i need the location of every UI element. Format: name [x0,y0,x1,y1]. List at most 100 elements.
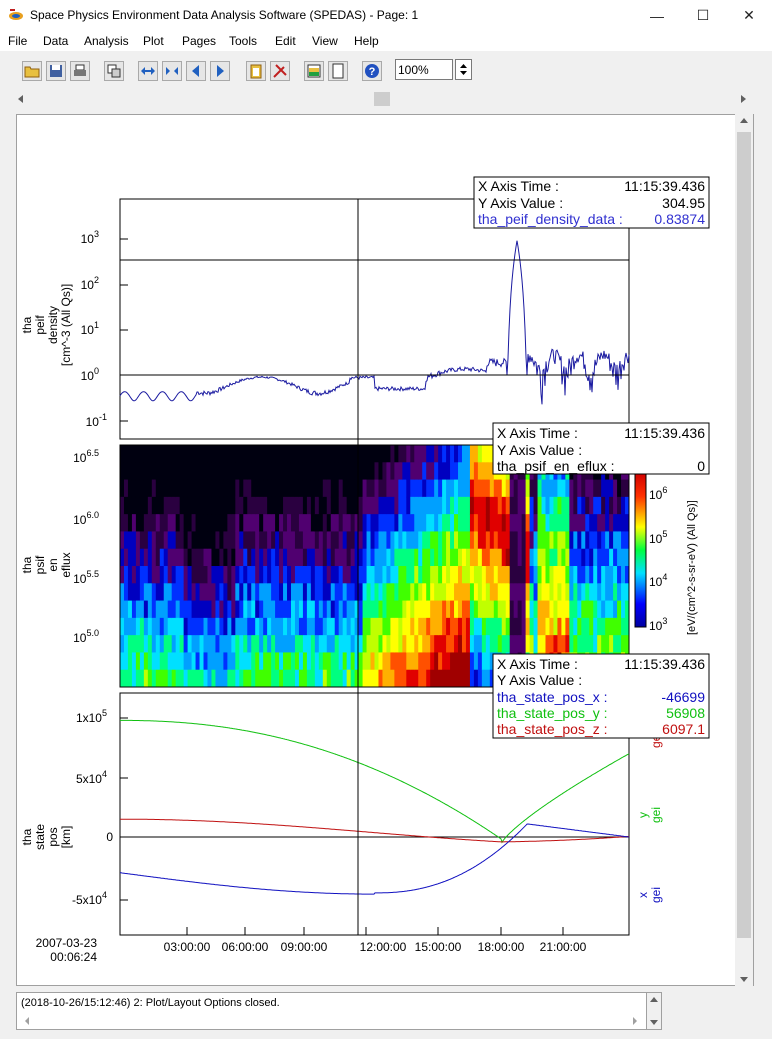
svg-text:?: ? [369,66,376,78]
save-icon [50,65,62,77]
status-console: (2018-10-26/15:12:46) 2: Plot/Layout Opt… [16,992,662,1030]
expand-both-icon [141,67,155,75]
zoom-input[interactable] [395,59,453,80]
page-button[interactable] [328,61,348,81]
panel3-ytick-label: -5x104 [72,890,107,907]
scroll-up-icon[interactable] [740,118,748,123]
svg-text:0: 0 [697,458,705,474]
svg-text:[km]: [km] [59,826,73,849]
forward-button[interactable] [210,61,230,81]
density-series-line [119,240,630,405]
svg-text:y: y [636,812,650,818]
horizontal-scrollbar[interactable] [14,90,754,108]
start-time-label: 00:06:24 [50,950,97,964]
panel3-ticks [120,717,128,901]
arrow-right-icon [217,65,224,77]
menu-tools[interactable]: Tools [229,34,258,48]
open-folder-icon [24,66,40,78]
svg-text:gei: gei [649,887,663,903]
close-icon: ✕ [743,7,755,23]
svg-text:tha: tha [20,828,34,845]
maximize-button[interactable]: ☐ [680,0,726,31]
xtick-label: 06:00:00 [222,940,269,954]
tools-button[interactable] [270,61,290,81]
close-button[interactable]: ✕ [726,0,772,31]
menu-view[interactable]: View [312,34,338,48]
compress-button[interactable] [162,61,182,81]
compress-both-icon [166,67,178,75]
save-button[interactable] [46,61,66,81]
spin-arrows-icon [460,64,467,75]
pos-x-label: x gei [636,887,663,903]
pos-y-label: y gei [636,807,663,823]
pos-z-series-line [119,818,630,843]
plot-canvas[interactable]: 103 102 101 100 10-1 tha peif density [c… [16,114,754,986]
panel1-legend: X Axis Time : 11:15:39.436 Y Axis Value … [473,176,710,229]
copy-window-button[interactable] [104,61,124,81]
svg-text:gei: gei [649,807,663,823]
help-button[interactable]: ? [362,61,382,81]
expand-button[interactable] [138,61,158,81]
minimize-button[interactable]: — [634,0,680,31]
svg-text:Y Axis Value :: Y Axis Value : [497,672,582,688]
menu-edit[interactable]: Edit [275,34,296,48]
svg-text:[cm^-3 (All Qs)]: [cm^-3 (All Qs)] [59,284,73,366]
spedas-logo-icon [9,9,23,20]
panel2-ylabel: tha psif en eflux [20,552,73,577]
panel2-ytick-label: 106.0 [73,510,99,527]
status-vscroll[interactable] [646,992,662,1030]
panel1-ytick-label: 101 [81,320,99,337]
back-button[interactable] [186,61,206,81]
plot-colors-button[interactable] [304,61,324,81]
scroll-down-icon[interactable] [740,977,748,982]
panel3-ytick-label: 5x104 [76,769,107,786]
maximize-icon: ☐ [696,7,710,23]
scroll-left-icon[interactable] [18,95,23,103]
colorbar-tick-label: 104 [649,572,667,589]
toolbar: ? [0,53,772,87]
panel2-legend: X Axis Time : 11:15:39.436 Y Axis Value … [492,422,710,475]
status-scroll-right-icon[interactable] [633,1017,637,1025]
status-scroll-down-icon[interactable] [650,1020,658,1025]
vertical-scrollbar[interactable] [735,114,753,986]
window-title: Space Physics Environment Data Analysis … [30,8,419,22]
menu-file[interactable]: File [8,34,28,48]
menu-plot[interactable]: Plot [143,34,164,48]
panel1-ytick-label: 102 [81,275,99,292]
status-message: (2018-10-26/15:12:46) 2: Plot/Layout Opt… [21,997,280,1009]
minimize-icon: — [650,7,664,24]
menu-bar: File Data Analysis Plot Pages Tools Edit… [0,31,772,51]
menu-analysis[interactable]: Analysis [84,34,129,48]
scroll-right-icon[interactable] [741,95,746,103]
status-scroll-up-icon[interactable] [650,997,658,1002]
status-scroll-left-icon[interactable] [25,1017,29,1025]
xtick-label: 21:00:00 [540,940,587,954]
help-icon: ? [365,64,379,78]
svg-text:11:15:39.436: 11:15:39.436 [624,656,705,672]
svg-text:11:15:39.436: 11:15:39.436 [624,178,705,194]
svg-text:tha_state_pos_z :: tha_state_pos_z : [497,721,608,737]
status-hscroll[interactable] [17,1013,661,1029]
svg-text:tha: tha [20,316,34,333]
spectrogram [120,445,630,688]
svg-text:304.95: 304.95 [662,195,705,211]
svg-text:X Axis Time :: X Axis Time : [497,656,578,672]
arrow-left-icon [192,65,199,77]
svg-text:X Axis Time :: X Axis Time : [497,425,578,441]
print-button[interactable] [70,61,90,81]
menu-pages[interactable]: Pages [182,34,217,48]
open-button[interactable] [22,61,42,81]
clipboard-button[interactable] [246,61,266,81]
zoom-stepper[interactable] [455,59,472,80]
pos-y-series-line [120,719,630,844]
menu-help[interactable]: Help [354,34,379,48]
svg-text:peif: peif [33,315,47,335]
svg-text:tha_state_pos_x :: tha_state_pos_x : [497,689,608,705]
svg-text:x: x [636,892,650,898]
menu-data[interactable]: Data [43,34,69,48]
panel2-ytick-label: 105.5 [73,569,99,586]
vertical-scroll-thumb[interactable] [737,132,751,938]
colorbar-tick-label: 105 [649,529,667,546]
title-bar: Space Physics Environment Data Analysis … [0,0,772,31]
horizontal-scroll-thumb[interactable] [374,92,390,106]
